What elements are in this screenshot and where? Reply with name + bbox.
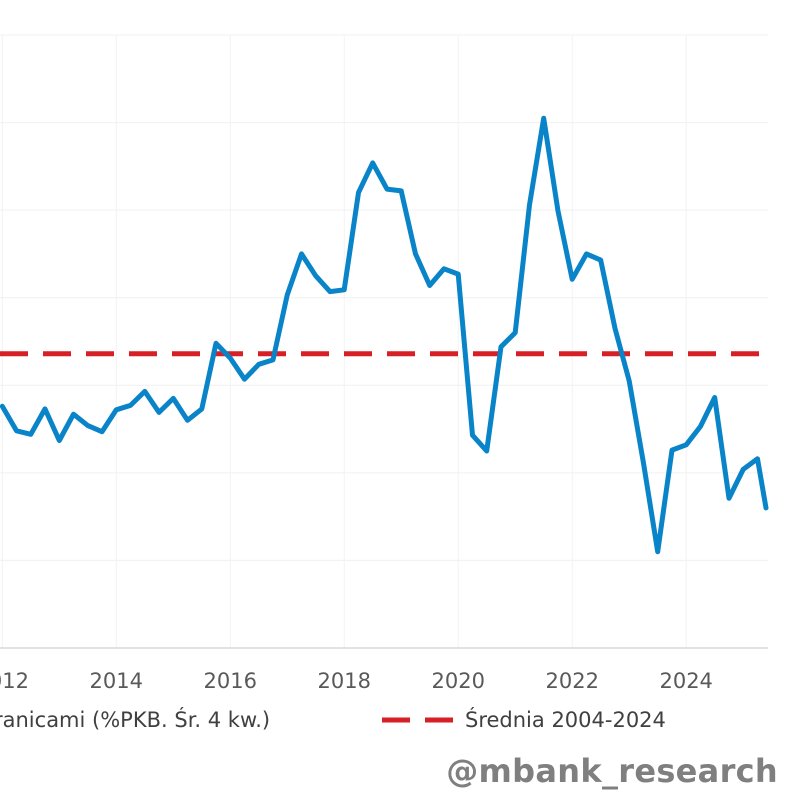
legend-label-mean: Średnia 2004-2024 xyxy=(465,707,666,732)
legend: ranicami (%PKB. Śr. 4 kw.) Średnia 2004-… xyxy=(0,707,666,732)
x-tick-label-2022: 2022 xyxy=(545,669,598,693)
horizontal-gridlines xyxy=(0,34,768,561)
watermark: @mbank_research xyxy=(446,752,778,790)
x-tick-label-2016: 2016 xyxy=(204,669,257,693)
x-axis-tick-labels: 2012 2014 2016 2018 2020 2022 2024 xyxy=(0,669,713,693)
x-tick-label-2012: 2012 xyxy=(0,669,29,693)
x-tick-label-2020: 2020 xyxy=(432,669,485,693)
series-line xyxy=(0,115,769,555)
legend-label-series: ranicami (%PKB. Śr. 4 kw.) xyxy=(0,707,270,732)
x-tick-label-2018: 2018 xyxy=(318,669,371,693)
x-tick-label-2014: 2014 xyxy=(90,669,143,693)
vertical-gridlines xyxy=(1,35,687,648)
x-tick-label-2024: 2024 xyxy=(659,669,712,693)
